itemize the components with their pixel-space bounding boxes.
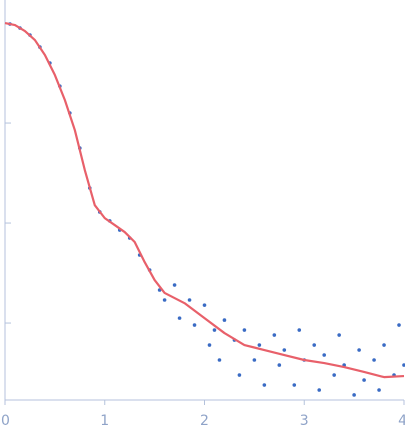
data-point xyxy=(187,298,192,302)
data-point xyxy=(292,383,297,387)
data-point xyxy=(217,358,222,362)
x-tick-label: 1 xyxy=(100,413,109,429)
data-point xyxy=(212,328,217,332)
data-point xyxy=(262,383,267,387)
data-point xyxy=(317,388,322,392)
data-point xyxy=(332,373,336,377)
x-tick-label: 4 xyxy=(398,413,405,429)
data-point xyxy=(382,343,386,347)
data-point xyxy=(297,328,302,332)
data-point xyxy=(277,363,282,367)
data-point xyxy=(192,323,197,327)
data-point xyxy=(237,373,242,377)
data-point xyxy=(377,388,381,392)
data-point xyxy=(312,343,317,347)
data-point xyxy=(257,343,262,347)
data-point xyxy=(337,333,341,337)
data-point xyxy=(222,318,227,322)
x-tick-label: 2 xyxy=(200,413,209,429)
data-point xyxy=(272,333,277,337)
x-tick-label: 3 xyxy=(300,413,309,429)
data-point xyxy=(242,328,247,332)
data-point xyxy=(397,323,401,327)
data-point xyxy=(162,298,167,302)
x-tick-label: 0 xyxy=(1,413,10,429)
data-point xyxy=(207,343,212,347)
data-point xyxy=(372,358,376,362)
data-point xyxy=(252,358,257,362)
data-point xyxy=(352,393,356,397)
data-point xyxy=(357,348,361,352)
data-point xyxy=(282,348,287,352)
data-point xyxy=(322,353,327,357)
data-point xyxy=(202,303,207,307)
data-point xyxy=(172,283,177,287)
data-point xyxy=(177,316,182,320)
data-point xyxy=(362,378,366,382)
fit-line xyxy=(4,21,405,379)
data-point xyxy=(402,363,405,367)
